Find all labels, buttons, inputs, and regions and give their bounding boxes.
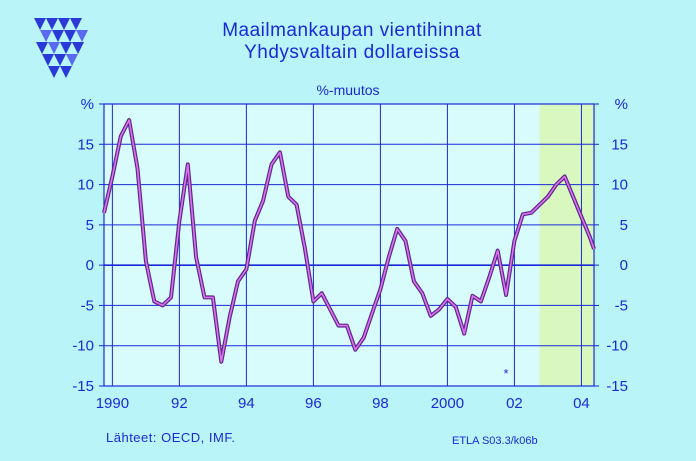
y-tick-label-right: 0 [620, 257, 628, 274]
y-tick-label-left: -5 [81, 297, 94, 314]
asterisk-marker: * [504, 366, 509, 381]
x-tick-label: 2000 [431, 395, 464, 412]
source-note: Lähteet: OECD, IMF. [106, 430, 236, 445]
x-tick-label: 94 [238, 395, 255, 412]
chart-subtitle: Yhdysvaltain dollareissa [244, 42, 460, 63]
y-tick-label-right: 10 [611, 177, 628, 194]
y-tick-label-left: 15 [77, 136, 94, 153]
y-tick-label-left: -10 [72, 338, 94, 355]
x-tick-label: 98 [372, 395, 389, 412]
y-tick-label-left: 10 [77, 177, 94, 194]
y-tick-label-left: 0 [86, 257, 94, 274]
y-tick-label-left: -15 [72, 378, 94, 395]
y-tick-label-right: -5 [615, 297, 628, 314]
y-tick-label-right: -15 [606, 378, 628, 395]
x-tick-label: 92 [171, 395, 188, 412]
x-tick-label: 04 [573, 395, 590, 412]
y-tick-label-left: % [81, 96, 94, 113]
y-tick-label-right: % [615, 96, 628, 113]
forecast-shading [539, 104, 594, 386]
chart-title: Maailmankaupan vientihinnat [222, 20, 482, 41]
y-tick-label-right: 5 [620, 217, 628, 234]
x-tick-label: 1990 [96, 395, 129, 412]
x-tick-label: 96 [305, 395, 322, 412]
x-tick-label: 02 [506, 395, 523, 412]
y-unit-label: %-muutos [316, 82, 380, 98]
chart-code: ETLA S03.3/k06b [452, 435, 538, 447]
y-tick-label-right: 15 [611, 136, 628, 153]
series-line [103, 119, 595, 363]
etla-logo-icon [34, 18, 88, 78]
y-tick-label-right: -10 [606, 338, 628, 355]
y-tick-label-left: 5 [86, 217, 94, 234]
